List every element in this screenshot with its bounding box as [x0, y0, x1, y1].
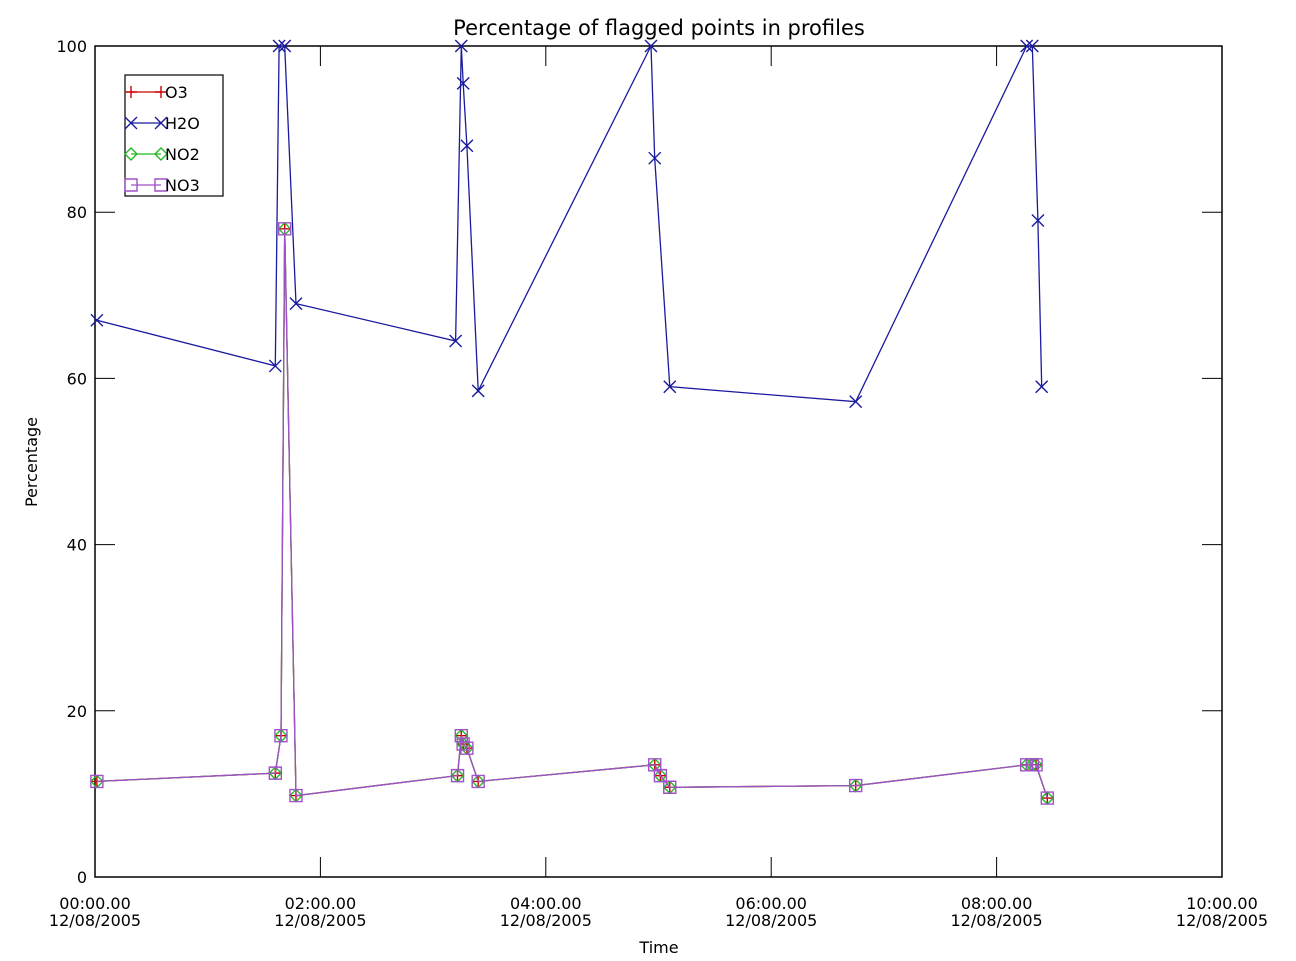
legend-label-no3: NO3 [165, 176, 200, 195]
data-point-no3 [278, 222, 292, 236]
series-line-no3 [96, 228, 1048, 799]
x-tick-label-date: 12/08/2005 [274, 911, 366, 930]
data-point-h2o [1035, 380, 1049, 394]
y-tick-label: 80 [67, 203, 87, 222]
data-point-no3 [849, 778, 863, 793]
legend-marker-h2o [154, 116, 168, 130]
legend-label-no2: NO2 [165, 145, 200, 164]
y-tick-label: 60 [67, 369, 87, 388]
data-point-h2o [648, 151, 662, 165]
data-point-h2o [278, 39, 292, 53]
legend-marker-o3 [125, 86, 137, 98]
x-tick-label-time: 00:00.00 [59, 894, 131, 913]
x-tick-label-date: 12/08/2005 [1176, 911, 1268, 930]
plot-area-frame [94, 45, 1223, 878]
data-point-h2o [471, 384, 485, 398]
x-tick-label-date: 12/08/2005 [500, 911, 592, 930]
x-axis-label: Time [638, 938, 678, 957]
data-point-no3 [471, 774, 485, 789]
legend-box [124, 74, 224, 197]
data-point-h2o [663, 380, 677, 394]
legend-marker-o3 [155, 86, 167, 98]
legend-marker-no3 [154, 178, 168, 192]
x-tick-label-time: 08:00.00 [961, 894, 1033, 913]
legend: O3 H2O NO2 NO3 [124, 74, 224, 197]
legend-label-o3: O3 [165, 83, 188, 102]
data-point-h2o [454, 39, 468, 53]
y-axis-label: Percentage [22, 417, 41, 507]
chart-title: Percentage of flagged points in profiles [453, 16, 865, 40]
y-tick-label: 40 [67, 536, 87, 555]
data-point-h2o [849, 395, 863, 409]
legend-marker-no2 [124, 147, 138, 161]
data-point-no3 [289, 788, 303, 803]
data-point-no3 [450, 768, 465, 783]
x-tick-label-date: 12/08/2005 [950, 911, 1042, 930]
data-point-no3 [274, 729, 288, 743]
data-point-h2o [644, 39, 658, 53]
data-point-h2o [1020, 39, 1034, 53]
data-point-h2o [460, 139, 474, 153]
x-tick-label-time: 10:00.00 [1186, 894, 1258, 913]
y-tick-label: 0 [77, 868, 87, 887]
data-point-no3 [268, 766, 283, 780]
data-point-no3 [1040, 791, 1055, 805]
legend-marker-h2o [124, 116, 138, 130]
y-tick-label: 100 [56, 37, 87, 56]
y-tick-label: 20 [67, 702, 87, 721]
data-point-no3 [648, 758, 662, 772]
data-point-no3 [663, 780, 677, 794]
data-point-no3 [456, 737, 470, 751]
data-point-h2o [272, 39, 286, 53]
data-point-h2o [289, 297, 303, 311]
x-tick-label-time: 02:00.00 [285, 894, 357, 913]
data-point-h2o [90, 313, 104, 327]
data-point-no3 [460, 741, 474, 755]
x-tick-label-date: 12/08/2005 [49, 911, 141, 930]
data-point-h2o [449, 334, 463, 348]
data-point-h2o [268, 359, 282, 373]
data-point-h2o [1031, 214, 1045, 228]
data-point-h2o [456, 76, 470, 90]
data-point-no3 [90, 774, 104, 789]
x-tick-label-time: 06:00.00 [735, 894, 807, 913]
x-tick-label-date: 12/08/2005 [725, 911, 817, 930]
x-tick-label-time: 04:00.00 [510, 894, 582, 913]
data-point-h2o [1025, 39, 1039, 53]
legend-label-h2o: H2O [165, 114, 200, 133]
series-h2o [90, 39, 1049, 409]
data-point-no3 [1029, 758, 1043, 772]
axis-ticks: 02040608010000:00.0012/08/200502:00.0012… [49, 37, 1268, 930]
series-no3 [90, 222, 1055, 805]
legend-marker-no3 [124, 178, 138, 192]
legend-marker-no2 [154, 147, 168, 161]
series-layer [89, 39, 1055, 806]
